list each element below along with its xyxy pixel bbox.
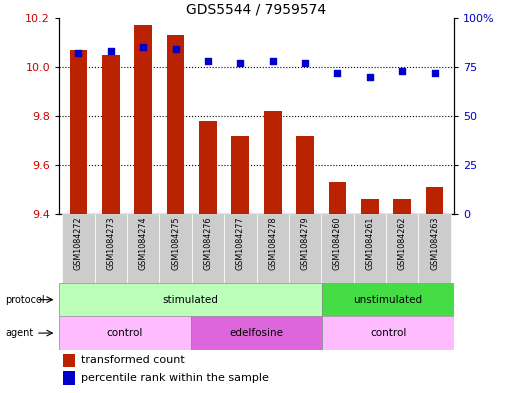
Point — [430, 70, 439, 76]
Text: GSM1084273: GSM1084273 — [106, 216, 115, 270]
Bar — [321, 214, 353, 283]
Bar — [63, 354, 75, 367]
Bar — [191, 316, 322, 350]
Point — [107, 48, 115, 54]
Text: GSM1084260: GSM1084260 — [333, 216, 342, 270]
Text: GSM1084278: GSM1084278 — [268, 216, 277, 270]
Bar — [94, 214, 127, 283]
Text: agent: agent — [5, 328, 33, 338]
Bar — [59, 283, 322, 316]
Bar — [296, 136, 314, 214]
Point — [301, 60, 309, 66]
Text: GSM1084263: GSM1084263 — [430, 216, 439, 270]
Text: control: control — [107, 328, 143, 338]
Point — [398, 68, 406, 74]
Text: percentile rank within the sample: percentile rank within the sample — [81, 373, 269, 384]
Point — [139, 44, 147, 50]
Bar — [231, 136, 249, 214]
Bar — [328, 182, 346, 214]
Text: GSM1084262: GSM1084262 — [398, 216, 407, 270]
Bar — [386, 214, 419, 283]
Text: control: control — [370, 328, 406, 338]
Point — [74, 50, 83, 56]
Bar — [393, 200, 411, 214]
Bar — [102, 55, 120, 214]
Bar — [419, 214, 451, 283]
Bar — [322, 283, 454, 316]
Point — [333, 70, 342, 76]
Bar — [361, 200, 379, 214]
Point — [366, 73, 374, 80]
Point — [204, 58, 212, 64]
Text: GSM1084274: GSM1084274 — [139, 216, 148, 270]
Text: edelfosine: edelfosine — [229, 328, 284, 338]
Bar — [70, 50, 87, 214]
Text: GSM1084277: GSM1084277 — [236, 216, 245, 270]
Bar — [160, 214, 192, 283]
Point — [171, 46, 180, 52]
Bar — [127, 214, 160, 283]
Bar — [224, 214, 256, 283]
Text: stimulated: stimulated — [163, 295, 219, 305]
Text: unstimulated: unstimulated — [353, 295, 423, 305]
Bar — [426, 187, 443, 214]
Bar — [353, 214, 386, 283]
Text: transformed count: transformed count — [81, 355, 185, 365]
Bar — [322, 316, 454, 350]
Bar — [192, 214, 224, 283]
Bar — [62, 214, 94, 283]
Text: protocol: protocol — [5, 295, 45, 305]
Bar — [167, 35, 185, 214]
Bar — [63, 371, 75, 385]
Text: GSM1084275: GSM1084275 — [171, 216, 180, 270]
Title: GDS5544 / 7959574: GDS5544 / 7959574 — [186, 2, 327, 17]
Point — [236, 60, 244, 66]
Bar — [289, 214, 321, 283]
Text: GSM1084261: GSM1084261 — [365, 216, 374, 270]
Point — [269, 58, 277, 64]
Text: GSM1084276: GSM1084276 — [204, 216, 212, 270]
Text: GSM1084272: GSM1084272 — [74, 216, 83, 270]
Bar — [256, 214, 289, 283]
Bar — [264, 111, 282, 214]
Bar — [134, 25, 152, 214]
Bar — [59, 316, 191, 350]
Text: GSM1084279: GSM1084279 — [301, 216, 309, 270]
Bar — [199, 121, 217, 214]
